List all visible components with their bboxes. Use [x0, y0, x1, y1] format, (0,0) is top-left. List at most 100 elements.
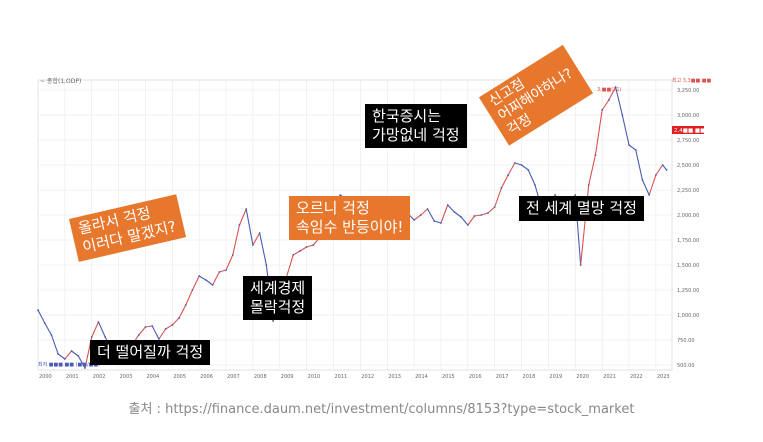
data-point — [520, 164, 523, 166]
data-point — [466, 224, 469, 226]
y-tick-label: 1,250.00 — [677, 288, 699, 294]
x-tick-label: 2014 — [415, 374, 428, 380]
series-segment — [77, 355, 86, 369]
data-point — [614, 86, 617, 88]
data-point — [211, 284, 214, 286]
series-segment — [615, 86, 623, 116]
data-point — [218, 271, 221, 273]
series-segment — [641, 179, 650, 196]
grid — [37, 79, 673, 371]
x-tick-label: 2011 — [335, 374, 348, 380]
series-segment — [527, 169, 536, 186]
data-point — [534, 184, 536, 186]
y-tick-label: 2,000.00 — [677, 213, 699, 219]
data-point — [245, 208, 248, 210]
data-point — [579, 264, 582, 266]
current-value-badge — [672, 126, 704, 134]
series-segment — [487, 206, 496, 214]
series-segment — [413, 214, 422, 221]
x-tick-label: 2023 — [657, 374, 670, 380]
data-point — [453, 211, 456, 213]
series-segment — [440, 204, 449, 224]
y-tick-label: 3,250.00 — [677, 88, 699, 94]
series-segment — [245, 208, 254, 246]
data-point — [507, 174, 510, 176]
series-segment — [219, 269, 227, 273]
series-segment — [635, 149, 643, 181]
data-point — [527, 169, 530, 171]
data-point — [493, 206, 496, 208]
series-segment — [37, 309, 46, 324]
data-point — [97, 321, 100, 323]
data-point — [299, 250, 301, 252]
series-segment — [225, 254, 234, 271]
series-segment — [185, 289, 193, 306]
low-label: 최저 ■■■.■■ (■■/■■) — [38, 361, 100, 368]
x-tick-label: 2001 — [66, 374, 79, 380]
series-segment — [628, 144, 637, 151]
data-point — [292, 254, 295, 256]
series-segment — [50, 334, 59, 355]
x-tick-label: 2022 — [630, 374, 643, 380]
max-marker-label: 3,■■(21) — [597, 87, 622, 93]
data-point — [63, 358, 66, 360]
x-tick-label: 2007 — [227, 374, 240, 380]
x-tick-label: 2012 — [361, 374, 374, 380]
series-segment — [138, 326, 146, 336]
series-segment — [594, 109, 603, 156]
y-axis: 500.00 750.00 1,000.00 1,250.00 1,500.00 1,75… — [677, 88, 699, 369]
legend-label: ~ 종합(1,ODP) — [40, 77, 81, 85]
series-segment — [97, 321, 106, 338]
data-point — [70, 350, 73, 352]
y-tick-label: 750.00 — [677, 338, 695, 344]
series-segment — [420, 208, 428, 216]
data-point — [37, 309, 39, 311]
data-point — [144, 326, 147, 328]
y-tick-label: 3,000.00 — [677, 113, 699, 119]
data-point — [574, 194, 577, 196]
data-point — [178, 317, 180, 319]
series-segment — [494, 187, 502, 208]
series-segment — [447, 204, 455, 213]
x-tick-label: 2013 — [388, 374, 401, 380]
series-segment — [171, 317, 180, 326]
data-point — [137, 334, 140, 336]
data-point — [446, 204, 449, 206]
data-point — [654, 174, 657, 176]
x-tick-label: 2020 — [576, 374, 589, 380]
series-segment — [434, 220, 442, 224]
data-point — [312, 244, 315, 246]
series-segment — [621, 114, 630, 146]
callout-economy-collapse: 세계경제 몰락걱정 — [243, 276, 313, 320]
data-point — [205, 279, 207, 281]
data-point — [413, 219, 416, 221]
y-tick-label: 1,500.00 — [677, 263, 699, 269]
data-point — [151, 325, 154, 327]
x-tick-label: 2004 — [146, 374, 159, 380]
series-segment — [232, 224, 241, 256]
series-segment — [44, 322, 52, 336]
data-point — [641, 179, 644, 181]
series-segment — [648, 174, 657, 196]
data-point — [665, 169, 668, 171]
y-tick-label: 1,000.00 — [677, 313, 699, 319]
data-point — [225, 269, 227, 271]
data-point — [621, 114, 624, 116]
source-caption: 출처 : https://finance.daum.net/investment… — [128, 402, 635, 417]
data-point — [238, 224, 241, 226]
series-segment — [474, 214, 482, 217]
data-point — [487, 212, 489, 214]
data-point — [231, 254, 234, 256]
data-point — [171, 324, 174, 326]
series-segment — [655, 164, 664, 176]
series-segment — [205, 279, 213, 286]
series-segment — [662, 164, 668, 171]
series-segment — [198, 275, 207, 281]
series-segment — [292, 250, 301, 256]
series-segment — [454, 211, 462, 218]
data-point — [433, 220, 436, 222]
series-segment — [158, 328, 167, 340]
series-segment — [467, 215, 475, 226]
x-tick-label: 2016 — [469, 374, 482, 380]
series-segment — [507, 162, 516, 176]
